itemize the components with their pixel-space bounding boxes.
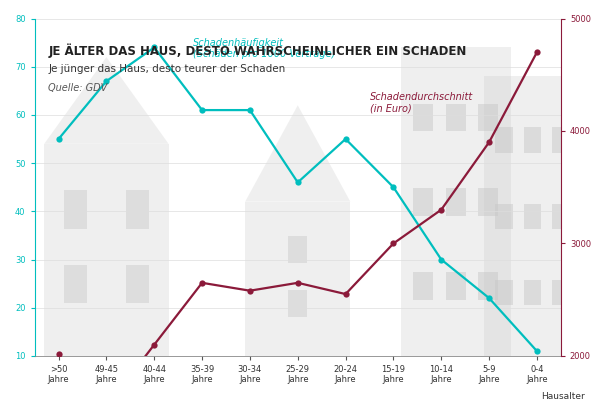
Text: Schadenhäufigkeit
(Schäden pro 1000 Verträge): Schadenhäufigkeit (Schäden pro 1000 Vert…	[193, 38, 335, 59]
Polygon shape	[445, 272, 465, 300]
Polygon shape	[524, 280, 541, 305]
Text: JE ÄLTER DAS HAUS, DESTO WAHRSCHEINLICHER EIN SCHADEN: JE ÄLTER DAS HAUS, DESTO WAHRSCHEINLICHE…	[48, 44, 467, 58]
Polygon shape	[413, 104, 433, 131]
Polygon shape	[126, 191, 148, 229]
Polygon shape	[445, 188, 465, 215]
Polygon shape	[288, 235, 307, 263]
Polygon shape	[478, 272, 498, 300]
Polygon shape	[245, 202, 350, 356]
Polygon shape	[245, 105, 350, 202]
Polygon shape	[44, 144, 168, 356]
Polygon shape	[413, 272, 433, 300]
Polygon shape	[551, 203, 569, 229]
Polygon shape	[478, 104, 498, 131]
Polygon shape	[551, 127, 569, 153]
Polygon shape	[551, 280, 569, 305]
Text: Je jünger das Haus, desto teurer der Schaden: Je jünger das Haus, desto teurer der Sch…	[48, 64, 286, 74]
Polygon shape	[495, 280, 513, 305]
Polygon shape	[484, 77, 580, 356]
Text: Schadendurchschnitt
(in Euro): Schadendurchschnitt (in Euro)	[370, 92, 473, 113]
Polygon shape	[524, 203, 541, 229]
Polygon shape	[288, 290, 307, 317]
Text: Quelle: GDV: Quelle: GDV	[48, 83, 108, 93]
Polygon shape	[44, 57, 168, 144]
Polygon shape	[64, 191, 87, 229]
Polygon shape	[495, 127, 513, 153]
Polygon shape	[64, 265, 87, 303]
Polygon shape	[524, 127, 541, 153]
Polygon shape	[495, 203, 513, 229]
Polygon shape	[478, 188, 498, 215]
Text: Hausalter: Hausalter	[541, 392, 585, 401]
Polygon shape	[401, 47, 511, 356]
Polygon shape	[413, 188, 433, 215]
Polygon shape	[126, 265, 148, 303]
Polygon shape	[445, 104, 465, 131]
